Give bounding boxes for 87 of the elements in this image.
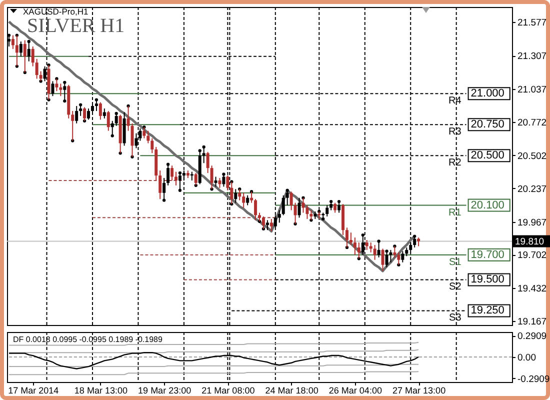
annotation: 19.500: [470, 274, 504, 286]
candlestick: [150, 138, 154, 154]
candlestick: [246, 194, 250, 206]
candlestick: [326, 204, 329, 217]
candlestick: [206, 151, 210, 174]
candlestick: [282, 194, 285, 216]
x-tick-label: 18 Mar 13:00: [74, 386, 128, 396]
candlestick: [254, 198, 258, 221]
candlestick: [266, 220, 269, 231]
y-tick-label: 20.502: [518, 150, 547, 162]
annotation: 20.500: [470, 150, 504, 162]
candlestick: [98, 102, 102, 120]
candlestick: [270, 218, 273, 232]
point: [377, 240, 380, 243]
series-label: S3: [449, 312, 462, 324]
series-label: R4: [448, 96, 462, 107]
y-tick-label: 21.307: [518, 51, 547, 62]
candlestick: [338, 201, 341, 214]
annotation: 20.100: [470, 199, 504, 212]
candlestick: [214, 176, 218, 188]
y-tick-label: 19.432: [518, 284, 547, 295]
y-tick-label: 21.037: [518, 84, 547, 96]
candlestick: [75, 106, 78, 124]
annotation: 21.000: [470, 88, 504, 100]
x-tick-label: 26 Mar 04:00: [328, 386, 382, 396]
chart-title: DF 0.0018 0.0995 -0.0995 0.1989 -0.1989: [13, 335, 163, 344]
y-tick-label: 20.772: [518, 117, 547, 128]
candlestick: [170, 165, 174, 181]
chart-title: SILVER H1: [27, 15, 125, 37]
series-label: S2: [449, 282, 462, 293]
candlestick: [158, 170, 162, 200]
candlestick: [381, 248, 384, 272]
candlestick: [234, 188, 238, 204]
candlestick: [353, 237, 356, 256]
candlestick: [401, 250, 404, 263]
candlestick: [87, 108, 90, 120]
y-tick-label: 0.2909: [518, 331, 547, 342]
y-tick-label: 20.237: [518, 184, 547, 195]
candlestick: [377, 240, 380, 258]
series-label: R1: [448, 207, 462, 218]
candlestick: [51, 80, 54, 97]
series-label: R2: [448, 158, 462, 169]
candlestick: [11, 34, 14, 50]
ref-line-label: 19.810: [515, 236, 544, 248]
candlestick: [290, 191, 293, 211]
candlestick: [59, 83, 62, 97]
annotation: 19.700: [470, 248, 504, 261]
chart-subtitle: XAGUSD-Pro,H1: [23, 6, 88, 16]
series-label: R3: [448, 126, 462, 138]
candlestick: [334, 202, 337, 214]
candlestick: [365, 240, 368, 250]
candlestick: [373, 244, 376, 260]
x-tick-label: 19 Mar 23:00: [138, 386, 192, 396]
candlestick: [31, 46, 34, 67]
candlestick: [106, 110, 110, 132]
candlestick: [126, 106, 130, 132]
candlestick: [278, 210, 281, 224]
candlestick: [369, 242, 372, 253]
line-series: [8, 20, 416, 272]
candlestick: [302, 197, 305, 214]
candlestick: [218, 177, 222, 188]
series-label: S1: [449, 256, 462, 268]
candlestick: [345, 227, 348, 248]
annotation: 20.750: [470, 118, 504, 131]
y-tick-label: 21.577: [518, 18, 547, 29]
x-tick-label: 27 Mar 13:00: [392, 386, 446, 396]
candlestick: [226, 174, 230, 191]
candlestick: [349, 232, 352, 246]
candlestick: [19, 40, 22, 57]
annotation: 19.250: [470, 304, 504, 317]
candlestick: [35, 58, 38, 80]
candlestick: [306, 204, 309, 220]
candlestick: [298, 197, 301, 218]
x-tick-label: 24 Mar 18:00: [265, 386, 318, 396]
y-tick-label: -0.2909: [518, 374, 550, 385]
x-tick-label: 17 Mar 2014: [8, 386, 59, 396]
point: [222, 172, 226, 176]
y-tick-label: 19.702: [518, 250, 547, 262]
x-tick-label: 21 Mar 08:00: [202, 386, 255, 396]
candlestick: [242, 192, 246, 208]
candlestick: [174, 171, 178, 186]
y-tick-label: 0.00: [518, 352, 536, 364]
candlestick: [102, 108, 106, 119]
y-tick-label: 19.967: [518, 217, 547, 228]
y-tick-label: 19.167: [518, 316, 547, 328]
candlestick: [146, 130, 150, 144]
candlestick: [389, 249, 392, 263]
